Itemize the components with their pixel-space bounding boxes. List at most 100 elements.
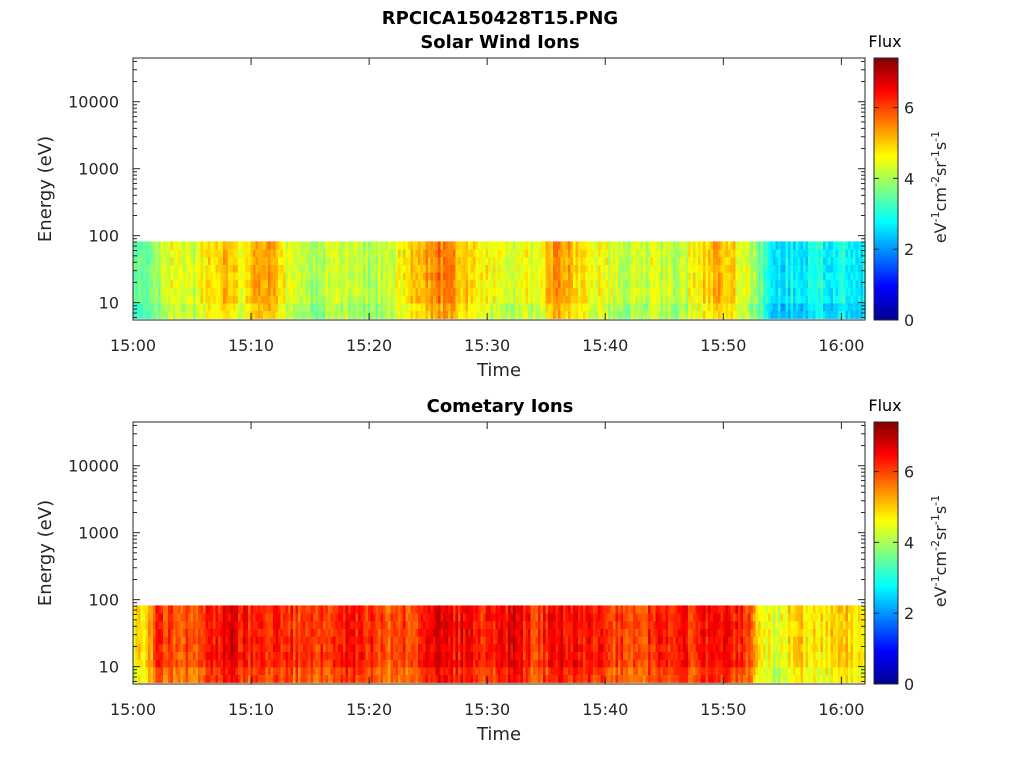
heatmap-cell [298,310,301,319]
heatmap-cell [575,256,579,265]
heatmap-cell [348,310,351,319]
heatmap-cell [620,643,624,653]
heatmap-cell [233,272,236,281]
heatmap-cell [485,628,489,637]
heatmap-cell [803,241,806,250]
heatmap-cell [853,272,856,281]
heatmap-cell [228,643,231,653]
heatmap-cell [415,674,419,683]
heatmap-cell [768,295,771,304]
heatmap-cell [665,241,669,250]
heatmap-cell [395,256,399,265]
heatmap-cell [408,643,411,653]
heatmap-cell [498,310,501,319]
heatmap-cell [468,628,471,637]
heatmap-cell [410,272,414,281]
heatmap-cell [530,287,534,296]
heatmap-cell [720,295,724,304]
heatmap-cell [200,279,204,289]
heatmap-cell [578,636,581,645]
heatmap-cell [480,620,484,629]
heatmap-cell [490,620,494,629]
heatmap-cell [238,241,241,250]
heatmap-cell [190,620,194,629]
heatmap-cell [605,620,609,629]
heatmap-cell [363,651,366,660]
heatmap-cell [370,605,374,614]
heatmap-cell [675,287,679,296]
heatmap-cell [715,249,719,258]
heatmap-cell [385,605,389,614]
heatmap-cell [580,303,584,312]
heatmap-cell [850,279,854,289]
heatmap-cell [195,628,199,637]
heatmap-cell [565,264,569,273]
heatmap-cell [838,279,841,289]
heatmap-cell [558,620,561,629]
heatmap-cell [498,636,501,645]
heatmap-cell [195,256,199,265]
heatmap-cell [783,264,786,273]
heatmap-cell [308,279,311,289]
heatmap-cell [238,651,241,660]
heatmap-cell [300,613,304,622]
heatmap-cell [253,272,256,281]
heatmap-cell [615,667,619,676]
heatmap-cell [743,249,746,258]
heatmap-cell [388,303,391,312]
heatmap-cell [633,264,636,273]
heatmap-cell [258,613,261,622]
heatmap-cell [143,651,146,660]
heatmap-cell [150,605,154,614]
heatmap-cell [610,674,614,683]
heatmap-cell [403,628,406,637]
heatmap-cell [508,241,511,250]
heatmap-cell [353,249,356,258]
heatmap-cell [178,643,181,653]
heatmap-cell [405,667,409,676]
heatmap-cell [258,256,261,265]
heatmap-cell [300,241,304,250]
heatmap-cell [863,256,866,265]
heatmap-cell [295,674,299,683]
heatmap-cell [415,651,419,660]
heatmap-cell [163,643,166,653]
heatmap-cell [340,605,344,614]
heatmap-cell [313,272,316,281]
heatmap-cell [423,264,426,273]
heatmap-cell [440,667,444,676]
heatmap-cell [668,295,671,304]
heatmap-cell [160,272,164,281]
heatmap-cell [275,310,279,319]
heatmap-cell [533,643,536,653]
heatmap-cell [155,310,159,319]
heatmap-cell [690,295,694,304]
heatmap-cell [555,287,559,296]
heatmap-cell [158,303,161,312]
heatmap-cell [678,249,681,258]
heatmap-cell [828,264,831,273]
heatmap-cell [705,256,709,265]
heatmap-cell [250,620,254,629]
heatmap-cell [355,605,359,614]
heatmap-cell [590,628,594,637]
heatmap-cell [440,659,444,668]
heatmap-cell [288,310,291,319]
heatmap-cell [728,279,731,289]
heatmap-cell [825,295,829,304]
heatmap-cell [165,256,169,265]
heatmap-cell [410,256,414,265]
heatmap-cell [293,241,296,250]
heatmap-cell [165,613,169,622]
heatmap-cell [505,605,509,614]
heatmap-cell [548,303,551,312]
heatmap-cell [635,287,639,296]
heatmap-cell [348,605,351,614]
heatmap-cell [458,279,461,289]
heatmap-cell [215,628,219,637]
heatmap-cell [620,287,624,296]
heatmap-cell [615,256,619,265]
heatmap-cell [470,303,474,312]
heatmap-cell [213,241,216,250]
heatmap-cell [540,620,544,629]
